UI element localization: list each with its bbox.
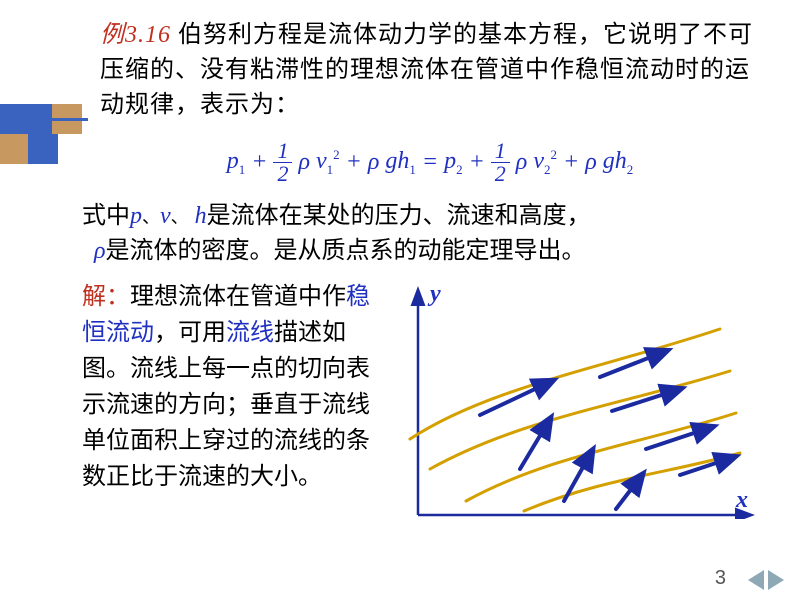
slide-content: 例3.16 伯努利方程是流体动力学的基本方程，它说明了不可压缩的、没有粘滞性的理… [0, 0, 800, 600]
problem-statement: 例3.16 伯努利方程是流体动力学的基本方程，它说明了不可压缩的、没有粘滞性的理… [100, 18, 760, 122]
x-axis-label: x [735, 487, 748, 513]
para1-text: 伯努利方程是流体动力学的基本方程，它说明了不可压缩的、没有粘滞性的理想流体在管道… [100, 22, 753, 118]
streamline-diagram: y x [390, 279, 760, 519]
next-button[interactable] [768, 570, 784, 590]
example-label: 例3.16 [100, 22, 171, 48]
nav-controls [748, 570, 784, 590]
solution-text: 解：理想流体在管道中作稳恒流动，可用流线描述如图。流线上每一点的切向表示流速的方… [82, 279, 380, 519]
y-axis-label: y [427, 281, 441, 307]
variable-explanation: 式中p、v、 h是流体在某处的压力、流速和高度， ρ是流体的密度。是从质点系的动… [82, 199, 760, 269]
solution-label: 解： [82, 284, 130, 310]
bernoulli-equation: p1 + 12 ρ v12 + ρ gh1 = p2 + 12 ρ v22 + … [100, 140, 760, 185]
prev-button[interactable] [748, 570, 764, 590]
page-number: 3 [715, 567, 726, 590]
